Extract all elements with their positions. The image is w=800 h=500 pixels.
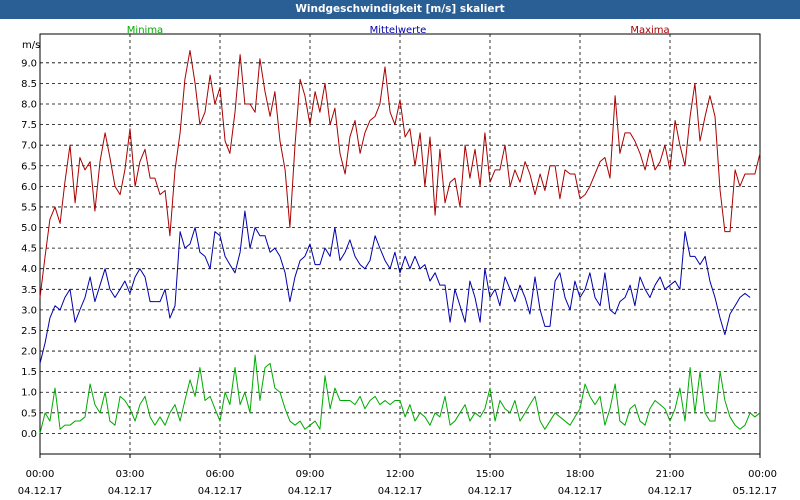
minima-line xyxy=(39,354,761,434)
x-tick-time: 00:00 xyxy=(748,469,777,480)
x-tick-date: 04.12.17 xyxy=(198,486,243,497)
x-tick-date: 04.12.17 xyxy=(558,486,603,497)
legend-minima: Minima xyxy=(127,25,163,36)
x-tick-time: 18:00 xyxy=(566,469,595,480)
x-tick-date: 04.12.17 xyxy=(648,486,693,497)
y-tick-label: 2.5 xyxy=(21,326,37,337)
y-tick-label: 7.0 xyxy=(21,141,37,152)
x-tick-time: 06:00 xyxy=(206,469,235,480)
x-tick-date: 04.12.17 xyxy=(18,486,63,497)
x-gridlines xyxy=(39,34,761,458)
x-tick-date: 04.12.17 xyxy=(108,486,153,497)
y-tick-label: 6.5 xyxy=(21,161,37,172)
y-tick-label: 5.0 xyxy=(21,223,37,234)
x-tick-time: 09:00 xyxy=(296,469,325,480)
x-tick-labels: 00:00 04.12.17 03:00 04.12.17 06:00 04.12.17 0… xyxy=(18,469,777,497)
y-tick-label: 3.5 xyxy=(21,285,37,296)
y-tick-label: 8.5 xyxy=(21,79,37,90)
wind-speed-chart: 0.0 0.5 1.0 1.5 2.0 2.5 3.0 3.5 4.0 4.5 5.0 5.5 6.0 6… xyxy=(18,25,777,497)
x-tick-time: 15:00 xyxy=(476,469,505,480)
mittelwerte-line xyxy=(39,210,751,364)
x-tick-time: 03:00 xyxy=(116,469,145,480)
y-tick-label: 3.0 xyxy=(21,305,37,316)
y-tick-label: 4.5 xyxy=(21,244,37,255)
y-tick-labels: 0.0 0.5 1.0 1.5 2.0 2.5 3.0 3.5 4.0 4.5 5.0 5.5 6.0 6… xyxy=(21,58,37,440)
series-lines xyxy=(39,49,761,434)
y-tick-label: 0.5 xyxy=(21,408,37,419)
y-tick-label: 0.0 xyxy=(21,429,37,440)
y-tick-label: 2.0 xyxy=(21,347,37,358)
maxima-line xyxy=(39,49,761,298)
y-tick-label: 5.5 xyxy=(21,202,37,213)
y-tick-label: 1.0 xyxy=(21,388,37,399)
y-axis-unit: m/s xyxy=(22,40,40,51)
x-tick-time: 21:00 xyxy=(656,469,685,480)
x-tick-time: 00:00 xyxy=(26,469,55,480)
y-tick-label: 8.0 xyxy=(21,100,37,111)
legend-mittelwerte: Mittelwerte xyxy=(370,25,427,36)
x-tick-date: 04.12.17 xyxy=(288,486,333,497)
window-title: Windgeschwindigkeit [m/s] skaliert xyxy=(0,0,800,19)
x-tick-time: 12:00 xyxy=(386,469,415,480)
x-tick-date: 04.12.17 xyxy=(378,486,423,497)
x-tick-date: 04.12.17 xyxy=(468,486,513,497)
y-tick-label: 4.0 xyxy=(21,264,37,275)
y-tick-label: 1.5 xyxy=(21,367,37,378)
legend-maxima: Maxima xyxy=(630,25,669,36)
y-tick-label: 9.0 xyxy=(21,58,37,69)
x-tick-date: 05.12.17 xyxy=(732,486,777,497)
y-tick-label: 7.5 xyxy=(21,120,37,131)
y-tick-label: 6.0 xyxy=(21,182,37,193)
